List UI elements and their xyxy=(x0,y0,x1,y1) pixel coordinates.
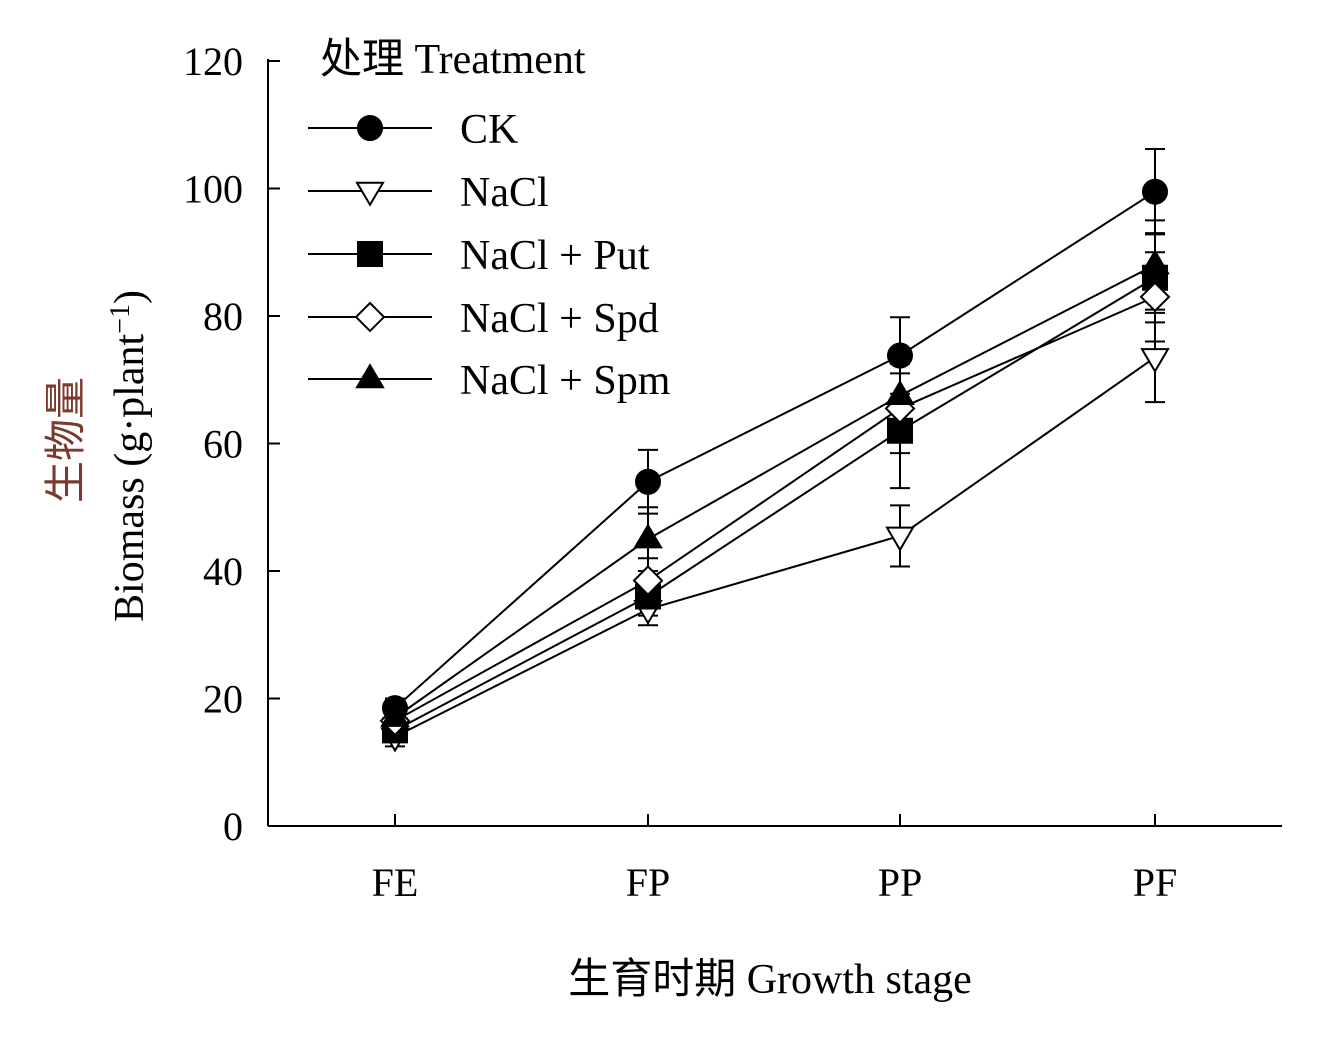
legend-marker xyxy=(355,181,385,207)
series-line-4 xyxy=(394,264,1156,719)
legend-marker xyxy=(354,301,386,333)
data-point-4 xyxy=(885,379,915,405)
series-lines xyxy=(394,190,1156,738)
legend-title: 处理 Treatment xyxy=(320,37,586,83)
x-axis-title: 生育时期 Growth stage xyxy=(568,956,972,1003)
legend-label: NaCl + Spd xyxy=(460,296,659,342)
data-point-2 xyxy=(887,417,913,444)
y-axis-title-exponent: −1 xyxy=(105,304,136,334)
x-tick-label: FE xyxy=(372,860,419,905)
legend: CK NaCl NaCl + Put NaCl + Spd NaCl + Spm xyxy=(308,107,671,404)
series-line-0 xyxy=(394,190,1156,709)
y-tick-label: 40 xyxy=(203,549,243,594)
axes xyxy=(267,59,1282,827)
y-axis-title-cn: 生物量 xyxy=(44,377,90,503)
legend-label: NaCl xyxy=(460,170,549,216)
data-point-4 xyxy=(633,523,663,549)
data-point-4 xyxy=(1140,249,1170,275)
x-tick-label: FP xyxy=(626,860,671,905)
x-tick-label: PF xyxy=(1133,860,1178,905)
data-point-1 xyxy=(1140,348,1170,374)
y-tick-label: 100 xyxy=(183,167,243,212)
x-tick-label: PP xyxy=(878,860,923,905)
y-tick-label: 80 xyxy=(203,294,243,339)
legend-marker xyxy=(357,115,383,141)
y-axis-ticks: 0 20 40 60 80 100 120 xyxy=(183,39,280,849)
series-line-2 xyxy=(394,276,1156,732)
series-line-1 xyxy=(394,356,1156,738)
data-point-0 xyxy=(635,468,661,495)
x-axis-ticks: FE FP PP PF xyxy=(372,814,1178,905)
y-axis-title-close: ) xyxy=(107,290,153,304)
data-point-3 xyxy=(1139,281,1171,313)
data-point-4 xyxy=(380,701,410,727)
y-axis-title: Biomass (g·plant−1) xyxy=(105,290,153,622)
series-line-3 xyxy=(394,295,1156,722)
legend-label: NaCl + Spm xyxy=(460,358,671,404)
legend-label: NaCl + Put xyxy=(460,233,650,279)
data-point-1 xyxy=(885,526,915,552)
y-axis-title-main: Biomass (g·plant xyxy=(107,334,153,622)
legend-marker xyxy=(355,363,385,389)
data-point-0 xyxy=(887,342,913,369)
y-tick-label: 0 xyxy=(223,804,243,849)
data-markers xyxy=(379,178,1171,753)
data-point-0 xyxy=(1142,178,1168,205)
legend-label: CK xyxy=(460,107,518,153)
y-tick-label: 60 xyxy=(203,422,243,467)
y-tick-label: 120 xyxy=(183,39,243,84)
legend-marker xyxy=(357,241,383,267)
data-point-3 xyxy=(632,565,664,596)
y-tick-label: 20 xyxy=(203,677,243,722)
